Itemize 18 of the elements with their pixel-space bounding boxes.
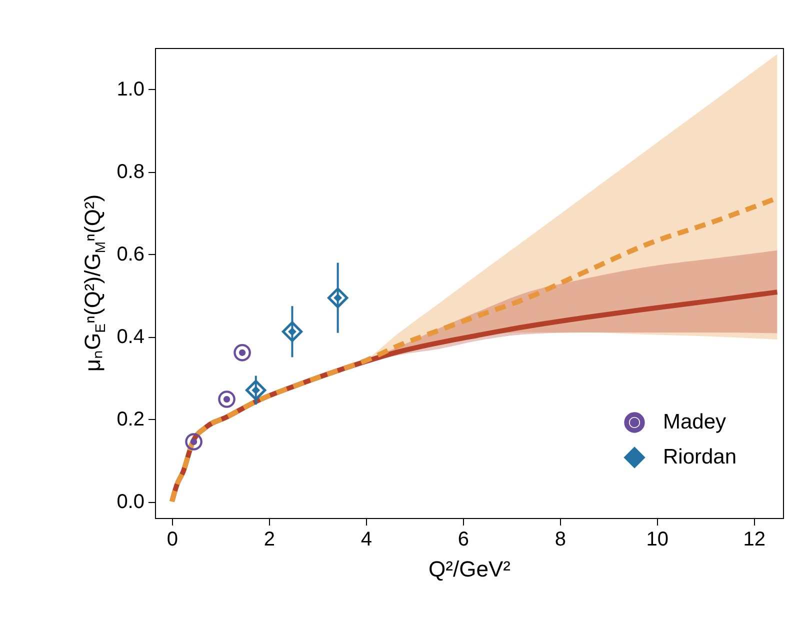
x-axis-title: Q²/GeV² <box>428 556 510 582</box>
y-tick-label: 0.2 <box>116 408 144 431</box>
x-tick-label: 8 <box>554 528 566 550</box>
x-tick-label: 4 <box>360 528 372 550</box>
y-tick-label: 0.4 <box>116 326 144 348</box>
y-tick-label: 0.8 <box>116 161 144 184</box>
x-tick-label: 10 <box>646 528 669 550</box>
x-tick-label: 0 <box>166 528 178 550</box>
point <box>218 390 236 408</box>
y-tick-label: 0.6 <box>116 244 144 266</box>
x-tick-label: 12 <box>743 528 766 550</box>
legend-label: Madey <box>663 410 727 434</box>
x-tick-label: 2 <box>264 528 276 550</box>
x-tick-label: 6 <box>458 528 469 550</box>
y-tick-label: 0.0 <box>116 491 144 514</box>
y-tick-label: 1.0 <box>116 78 144 101</box>
point <box>234 344 251 362</box>
point <box>185 433 202 450</box>
